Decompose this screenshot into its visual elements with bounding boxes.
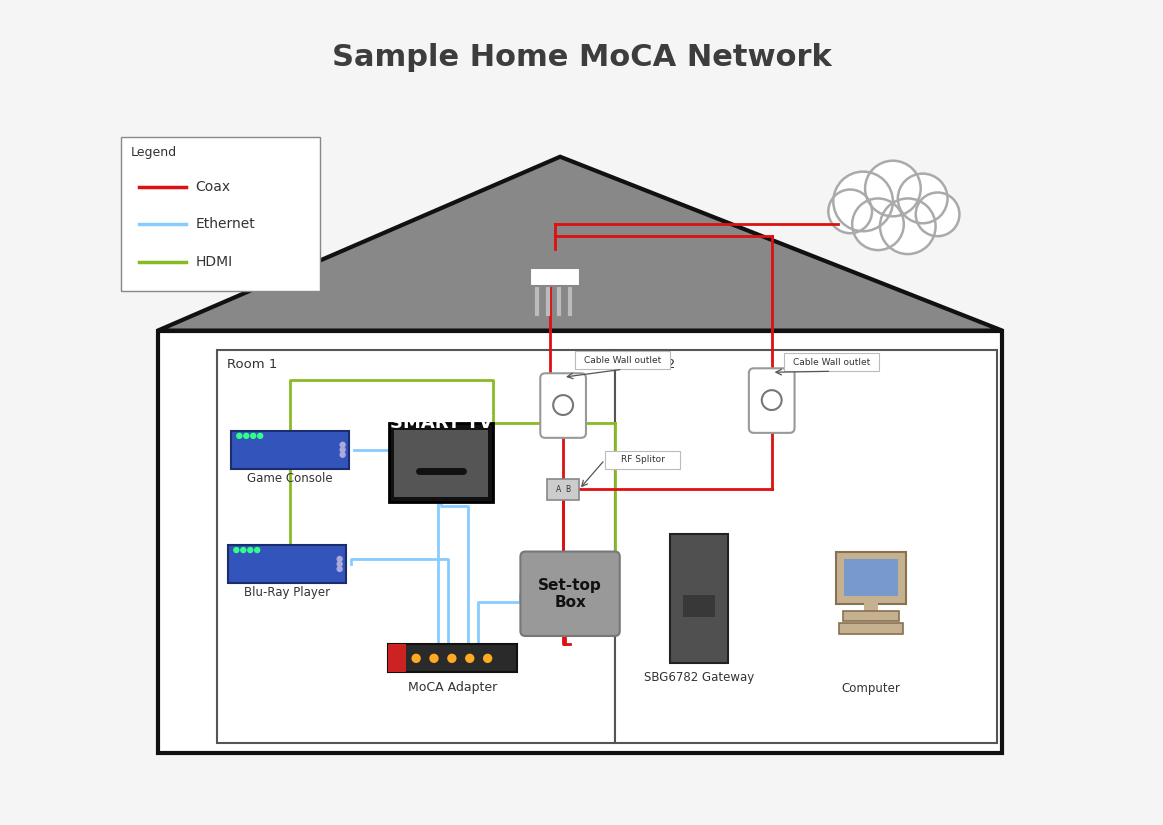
Bar xyxy=(394,430,488,497)
Text: Cable Wall outlet: Cable Wall outlet xyxy=(584,356,662,365)
Circle shape xyxy=(828,190,872,233)
Circle shape xyxy=(248,548,252,553)
Text: HDMI: HDMI xyxy=(195,255,233,269)
Circle shape xyxy=(340,442,345,447)
Circle shape xyxy=(340,447,345,452)
Bar xyxy=(840,623,902,634)
Text: RF Splitor: RF Splitor xyxy=(621,455,664,464)
Bar xyxy=(844,559,898,596)
FancyBboxPatch shape xyxy=(784,353,879,371)
Text: Cable Wall outlet: Cable Wall outlet xyxy=(793,358,870,367)
Circle shape xyxy=(915,192,959,236)
Text: Game Console: Game Console xyxy=(248,472,333,485)
Circle shape xyxy=(244,433,249,438)
Circle shape xyxy=(554,395,573,415)
Bar xyxy=(670,534,728,663)
Circle shape xyxy=(852,199,904,250)
Bar xyxy=(158,331,1003,752)
Bar xyxy=(231,431,349,469)
Circle shape xyxy=(237,433,242,438)
Text: SBG6782 Gateway: SBG6782 Gateway xyxy=(644,671,755,684)
FancyBboxPatch shape xyxy=(749,368,794,433)
Circle shape xyxy=(337,567,342,572)
Text: Set-top
Box: Set-top Box xyxy=(538,578,602,610)
FancyBboxPatch shape xyxy=(575,351,670,370)
FancyBboxPatch shape xyxy=(520,552,620,636)
Circle shape xyxy=(834,172,893,231)
Circle shape xyxy=(251,433,256,438)
Circle shape xyxy=(898,173,948,224)
Bar xyxy=(217,351,615,742)
Circle shape xyxy=(255,548,259,553)
Text: Legend: Legend xyxy=(131,146,177,159)
Text: Sample Home MoCA Network: Sample Home MoCA Network xyxy=(333,43,832,72)
Circle shape xyxy=(234,548,238,553)
Text: SMART TV: SMART TV xyxy=(390,414,492,432)
Circle shape xyxy=(466,654,473,662)
Circle shape xyxy=(865,161,921,216)
Circle shape xyxy=(337,557,342,562)
FancyBboxPatch shape xyxy=(541,373,586,438)
Circle shape xyxy=(340,452,345,457)
Circle shape xyxy=(258,433,263,438)
Circle shape xyxy=(448,654,456,662)
Bar xyxy=(843,610,899,620)
Bar xyxy=(615,351,997,742)
FancyBboxPatch shape xyxy=(121,137,320,291)
Text: Ethernet: Ethernet xyxy=(195,217,256,231)
Text: MoCA Adapter: MoCA Adapter xyxy=(408,681,498,694)
Text: Room 2: Room 2 xyxy=(625,358,675,371)
FancyBboxPatch shape xyxy=(605,450,680,469)
Bar xyxy=(388,644,406,672)
Bar xyxy=(388,644,518,672)
Circle shape xyxy=(430,654,438,662)
Bar xyxy=(684,595,715,616)
Circle shape xyxy=(337,562,342,567)
Bar xyxy=(548,478,579,501)
Bar xyxy=(530,268,580,285)
Text: A  B: A B xyxy=(556,485,571,494)
Bar xyxy=(836,552,906,604)
Text: Computer: Computer xyxy=(842,681,900,695)
Circle shape xyxy=(241,548,245,553)
Text: Coax: Coax xyxy=(195,180,230,194)
Bar xyxy=(388,423,493,502)
Text: Blu-Ray Player: Blu-Ray Player xyxy=(244,587,330,599)
Circle shape xyxy=(484,654,492,662)
Bar xyxy=(228,545,345,582)
Polygon shape xyxy=(158,157,1003,331)
Circle shape xyxy=(762,390,782,410)
Text: Room 1: Room 1 xyxy=(228,358,278,371)
Circle shape xyxy=(412,654,420,662)
Circle shape xyxy=(880,199,935,254)
